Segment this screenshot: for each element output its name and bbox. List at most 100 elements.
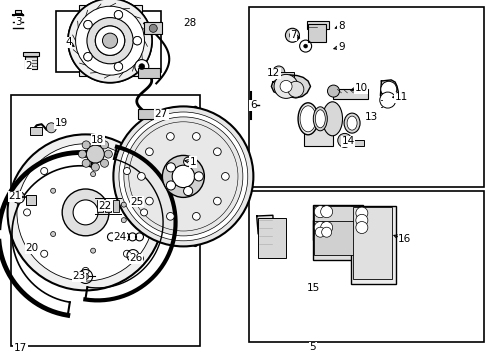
Text: 24: 24 xyxy=(113,232,126,242)
Bar xyxy=(23,52,39,56)
Circle shape xyxy=(145,148,153,156)
Circle shape xyxy=(104,150,112,158)
Circle shape xyxy=(140,209,147,216)
Text: 19: 19 xyxy=(54,118,68,129)
Circle shape xyxy=(133,36,141,45)
Circle shape xyxy=(119,112,247,241)
Bar xyxy=(138,68,160,78)
Bar xyxy=(26,195,36,206)
Ellipse shape xyxy=(184,107,206,246)
Circle shape xyxy=(380,81,396,97)
Circle shape xyxy=(41,167,48,175)
Circle shape xyxy=(46,123,56,133)
Circle shape xyxy=(303,44,307,48)
Text: 27: 27 xyxy=(154,109,168,120)
Circle shape xyxy=(314,206,325,218)
Bar xyxy=(25,53,37,69)
Circle shape xyxy=(51,231,56,237)
Circle shape xyxy=(114,10,122,19)
Bar xyxy=(306,21,328,29)
Circle shape xyxy=(82,150,89,157)
Circle shape xyxy=(68,0,152,83)
Circle shape xyxy=(83,53,92,61)
Circle shape xyxy=(123,167,130,175)
Circle shape xyxy=(192,212,200,220)
Bar xyxy=(342,140,364,146)
Circle shape xyxy=(114,10,122,19)
Circle shape xyxy=(68,0,152,83)
Ellipse shape xyxy=(298,103,317,135)
Circle shape xyxy=(213,148,221,156)
Circle shape xyxy=(379,92,395,108)
Circle shape xyxy=(166,212,174,220)
Text: 13: 13 xyxy=(364,112,378,122)
Circle shape xyxy=(337,134,351,147)
Text: 5: 5 xyxy=(309,342,316,352)
Circle shape xyxy=(121,202,126,207)
Circle shape xyxy=(149,24,157,32)
Circle shape xyxy=(114,62,122,71)
Bar xyxy=(276,72,294,80)
Circle shape xyxy=(289,32,295,38)
Circle shape xyxy=(166,132,174,140)
Text: 1: 1 xyxy=(189,157,196,167)
Text: 18: 18 xyxy=(91,135,104,145)
Bar xyxy=(97,200,103,212)
Text: 10: 10 xyxy=(354,83,366,93)
Polygon shape xyxy=(256,215,273,234)
Circle shape xyxy=(135,60,148,73)
Circle shape xyxy=(101,159,108,167)
Text: 6: 6 xyxy=(249,100,256,111)
Text: 15: 15 xyxy=(305,283,319,293)
Circle shape xyxy=(355,221,367,234)
Circle shape xyxy=(95,26,124,55)
Circle shape xyxy=(13,191,24,203)
Circle shape xyxy=(273,75,298,98)
Text: 9: 9 xyxy=(337,42,344,52)
Text: 14: 14 xyxy=(341,136,354,146)
Circle shape xyxy=(101,141,108,149)
Bar xyxy=(144,22,162,34)
Circle shape xyxy=(320,221,332,234)
Circle shape xyxy=(137,172,145,180)
Ellipse shape xyxy=(300,106,315,132)
Bar xyxy=(304,112,332,145)
Bar xyxy=(11,95,200,346)
Circle shape xyxy=(139,64,144,69)
Circle shape xyxy=(91,163,99,171)
Ellipse shape xyxy=(322,102,342,136)
Text: 8: 8 xyxy=(337,21,344,31)
Bar xyxy=(314,206,358,235)
Circle shape xyxy=(113,107,253,246)
Circle shape xyxy=(213,197,221,205)
Bar xyxy=(249,191,483,342)
Circle shape xyxy=(82,267,89,274)
Circle shape xyxy=(315,227,325,237)
Text: 20: 20 xyxy=(25,243,38,253)
Circle shape xyxy=(183,186,192,195)
Circle shape xyxy=(121,218,126,222)
Circle shape xyxy=(145,197,153,205)
Ellipse shape xyxy=(346,116,356,130)
Text: 21: 21 xyxy=(8,191,21,201)
Circle shape xyxy=(83,53,92,61)
Circle shape xyxy=(123,250,130,257)
Bar xyxy=(56,11,161,72)
Bar xyxy=(352,207,391,279)
Circle shape xyxy=(320,206,332,218)
Circle shape xyxy=(41,250,48,257)
Circle shape xyxy=(221,172,229,180)
Circle shape xyxy=(86,145,104,163)
Circle shape xyxy=(114,62,122,71)
Circle shape xyxy=(82,274,88,279)
Ellipse shape xyxy=(344,113,359,133)
Text: 17: 17 xyxy=(14,343,27,354)
Bar xyxy=(312,205,362,240)
Circle shape xyxy=(172,165,194,188)
Ellipse shape xyxy=(315,110,325,128)
Text: 23: 23 xyxy=(72,271,86,282)
Bar xyxy=(332,89,367,99)
Text: 7: 7 xyxy=(289,30,296,40)
Circle shape xyxy=(51,188,56,193)
Circle shape xyxy=(83,21,92,29)
